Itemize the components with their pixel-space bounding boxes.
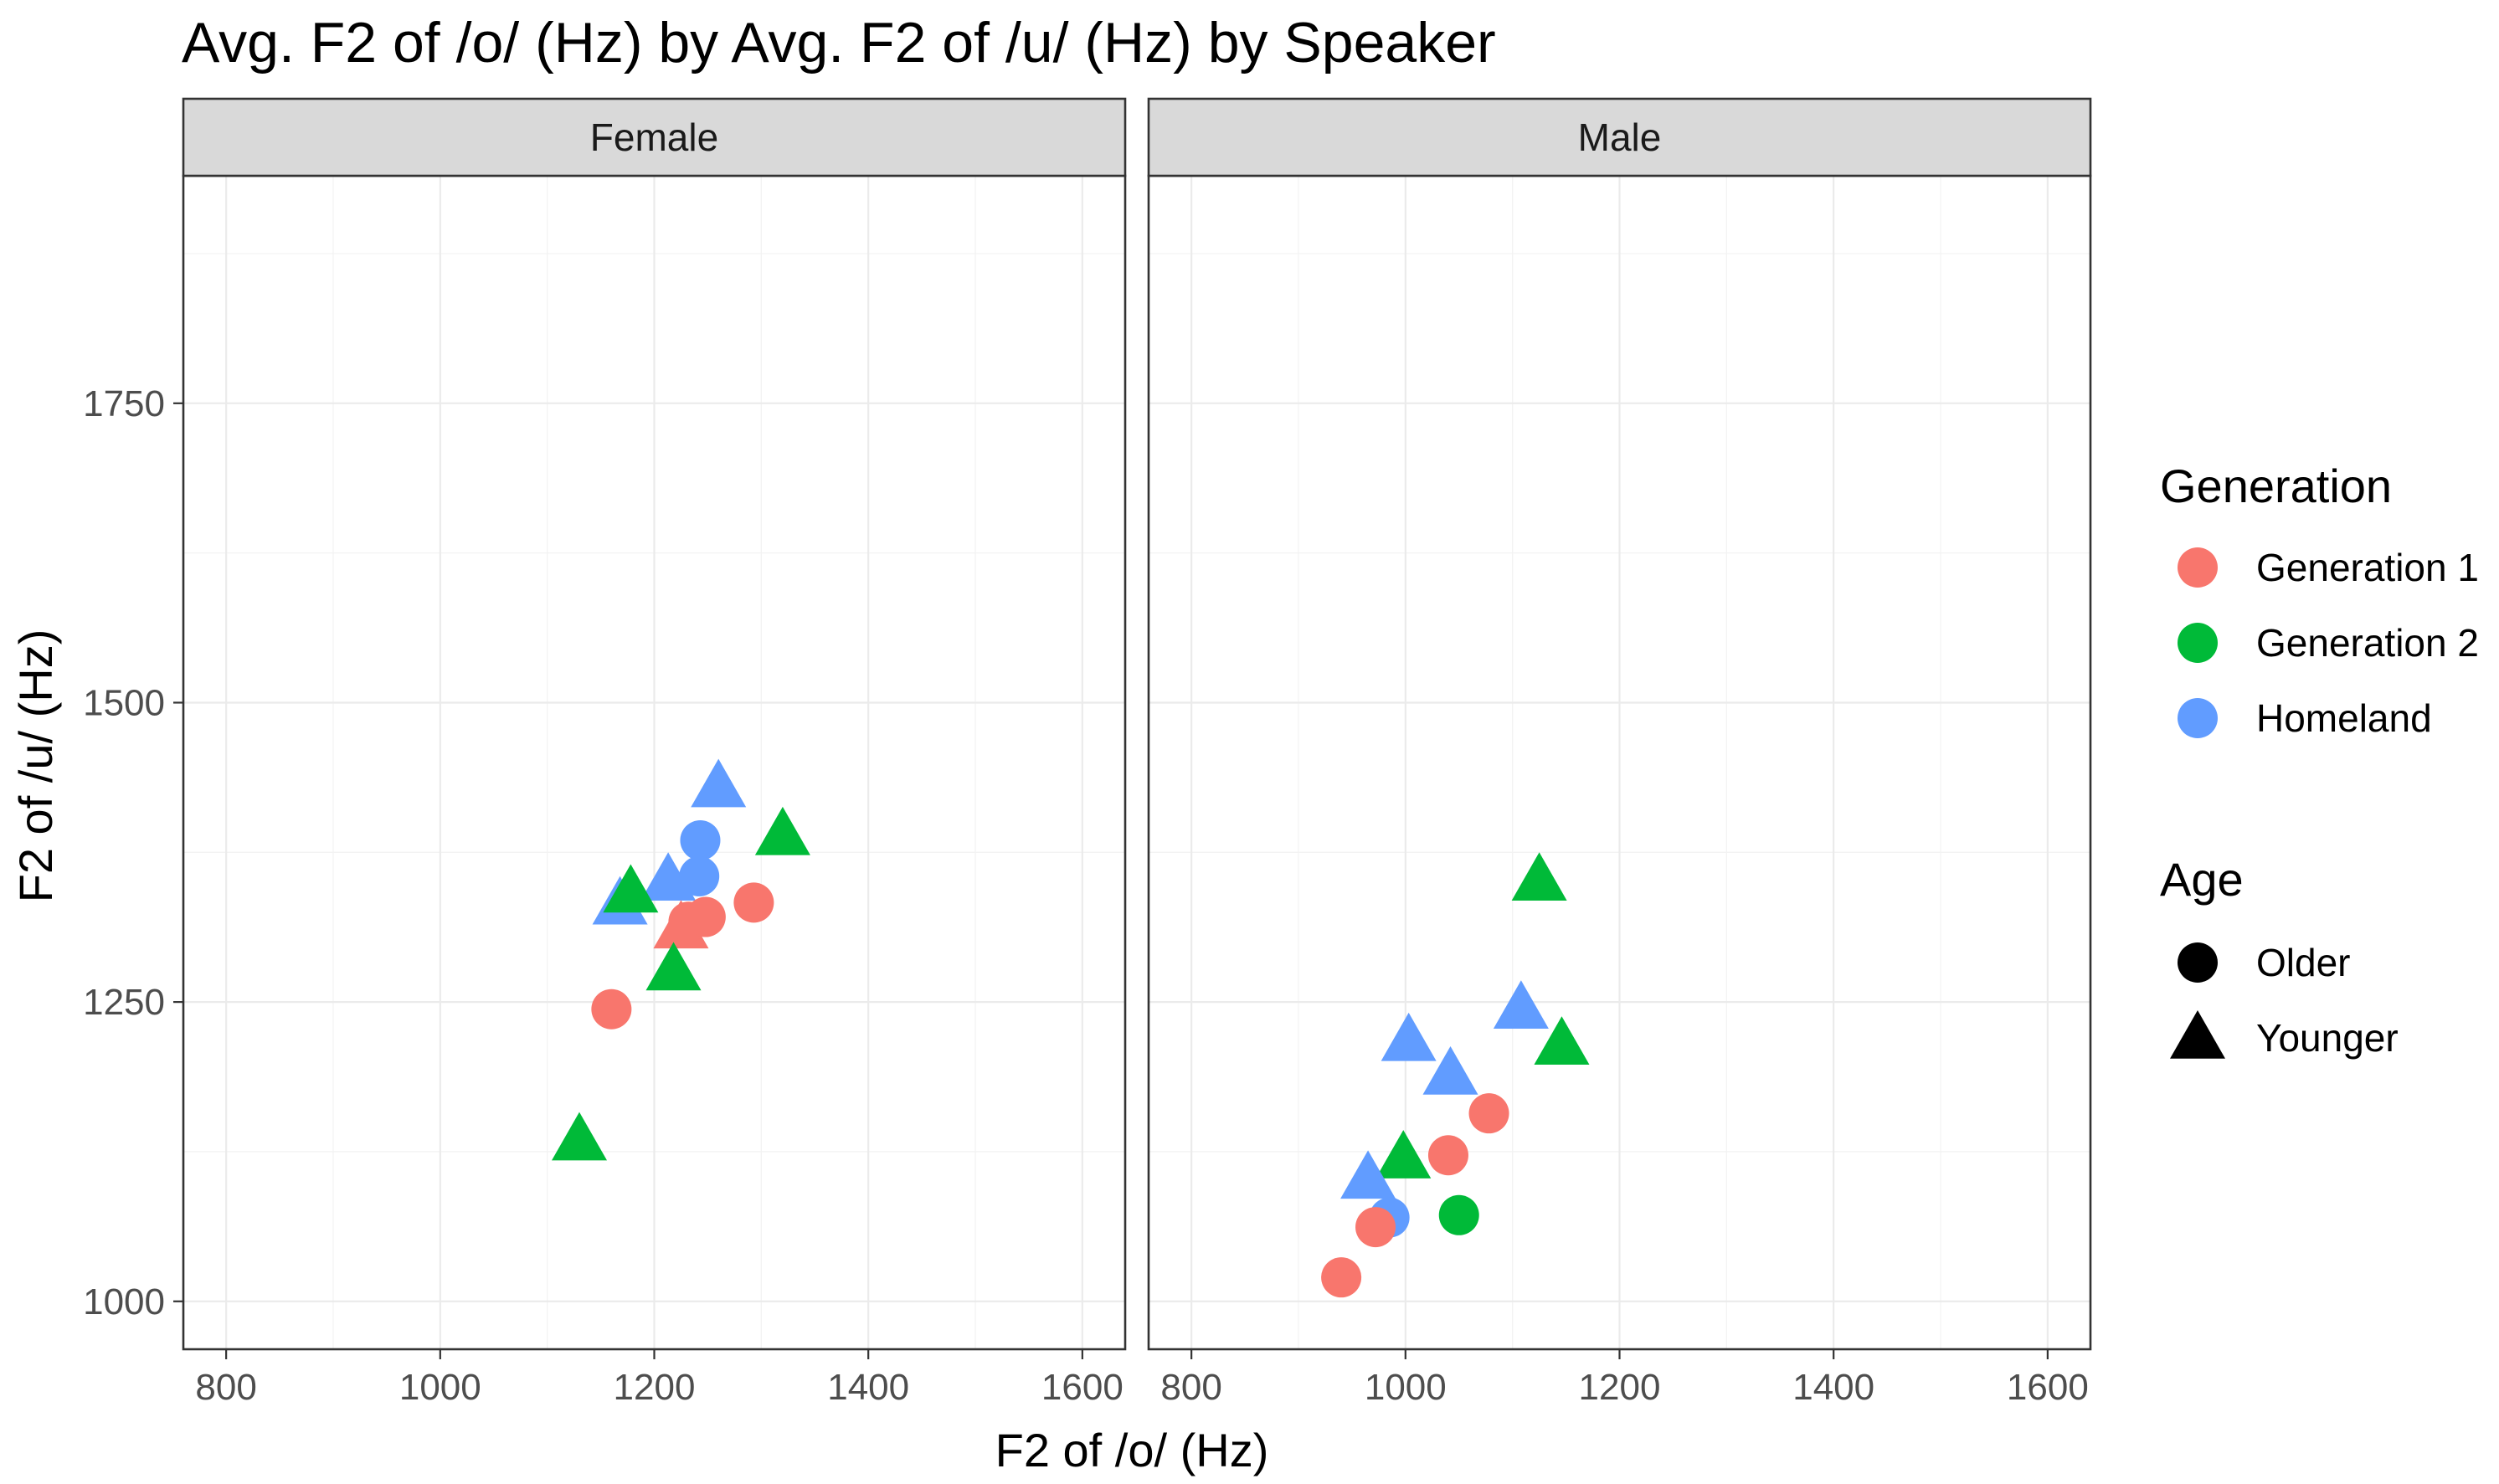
point-generation-2-younger xyxy=(603,864,659,913)
legend-label: Older xyxy=(2256,941,2350,984)
facet-strip xyxy=(1147,97,2092,177)
point-generation-1-older xyxy=(1427,1135,1468,1176)
legend-item-generation-1: Generation 1 xyxy=(2178,546,2479,589)
legend-key-circle xyxy=(2178,623,2218,663)
legend-key-circle xyxy=(2178,547,2218,588)
point-generation-1-older xyxy=(733,882,774,923)
point-generation-1-older xyxy=(685,896,726,937)
point-generation-2-younger xyxy=(1375,1130,1432,1178)
facet-panel-male: Male xyxy=(1147,97,2092,1351)
point-homeland-younger xyxy=(1422,1045,1478,1095)
point-homeland-younger xyxy=(1340,1150,1396,1199)
facet-strip xyxy=(182,97,1127,177)
legend-key-circle xyxy=(2178,942,2218,983)
point-homeland-older xyxy=(679,855,720,896)
point-generation-2-older xyxy=(1438,1194,1479,1235)
point-generation-2-younger xyxy=(552,1112,608,1161)
y-axis: 1000 1250 1500 1750 xyxy=(83,383,183,1322)
legend-key-triangle xyxy=(2170,1010,2225,1059)
legend-title-age: Age xyxy=(2160,853,2244,906)
point-generation-2-younger xyxy=(1511,852,1567,901)
legend-title-generation: Generation xyxy=(2160,460,2392,512)
point-generation-2-younger xyxy=(1534,1016,1590,1065)
legend-label: Generation 1 xyxy=(2256,546,2479,589)
x-axis-title: F2 of /o/ (Hz) xyxy=(995,1424,1269,1476)
facet-panels: Female Male xyxy=(182,97,2092,1351)
points-female xyxy=(552,758,810,1161)
x-tick-label: 1000 xyxy=(1365,1367,1447,1408)
point-generation-1-older xyxy=(1468,1093,1509,1134)
x-tick-label: 1600 xyxy=(1041,1367,1124,1408)
legend-item-homeland: Homeland xyxy=(2178,696,2432,740)
y-tick-label: 1000 xyxy=(83,1281,165,1322)
point-generation-1-older xyxy=(591,988,632,1030)
chart-title: Avg. F2 of /o/ (Hz) by Avg. F2 of /u/ (H… xyxy=(182,11,1496,74)
facet-panel-female: Female xyxy=(182,97,1127,1351)
legend-label: Generation 2 xyxy=(2256,621,2479,665)
x-tick-label: 800 xyxy=(195,1367,256,1408)
facet-strip-label: Male xyxy=(1578,116,1662,159)
points-male xyxy=(1321,852,1590,1298)
legend-label: Younger xyxy=(2256,1016,2399,1060)
point-generation-2-younger xyxy=(645,942,702,991)
point-homeland-younger xyxy=(640,852,697,901)
x-tick-label: 1200 xyxy=(614,1367,696,1408)
y-tick-label: 1250 xyxy=(83,982,165,1023)
facet-strip-label: Female xyxy=(590,116,718,159)
point-homeland-younger xyxy=(1381,1012,1437,1061)
x-tick-label: 1600 xyxy=(2007,1367,2089,1408)
point-generation-1-older xyxy=(1355,1207,1396,1248)
x-tick-label: 1000 xyxy=(399,1367,481,1408)
x-tick-label: 800 xyxy=(1160,1367,1221,1408)
legend-label: Homeland xyxy=(2256,696,2432,740)
legend-item-older: Older xyxy=(2178,941,2350,984)
y-tick-label: 1750 xyxy=(83,383,165,424)
legend-item-generation-2: Generation 2 xyxy=(2178,621,2479,665)
legend: Generation Generation 1 Generation 2 Homela… xyxy=(2160,460,2479,1060)
legend-key-circle xyxy=(2178,698,2218,738)
point-homeland-younger xyxy=(691,758,747,808)
y-axis-title: F2 of /u/ (Hz) xyxy=(9,629,62,903)
y-tick-label: 1500 xyxy=(83,682,165,723)
x-tick-label: 1400 xyxy=(827,1367,909,1408)
x-tick-label: 1400 xyxy=(1792,1367,1874,1408)
point-generation-2-younger xyxy=(754,806,810,855)
point-homeland-older xyxy=(680,819,721,860)
x-axes: 800 1000 1200 1400 1600 800 1000 1200 1400 1600 xyxy=(195,1349,2089,1408)
point-homeland-younger xyxy=(1493,980,1549,1030)
point-generation-1-older xyxy=(1321,1257,1362,1298)
x-tick-label: 1200 xyxy=(1579,1367,1661,1408)
legend-item-younger: Younger xyxy=(2170,1010,2399,1060)
